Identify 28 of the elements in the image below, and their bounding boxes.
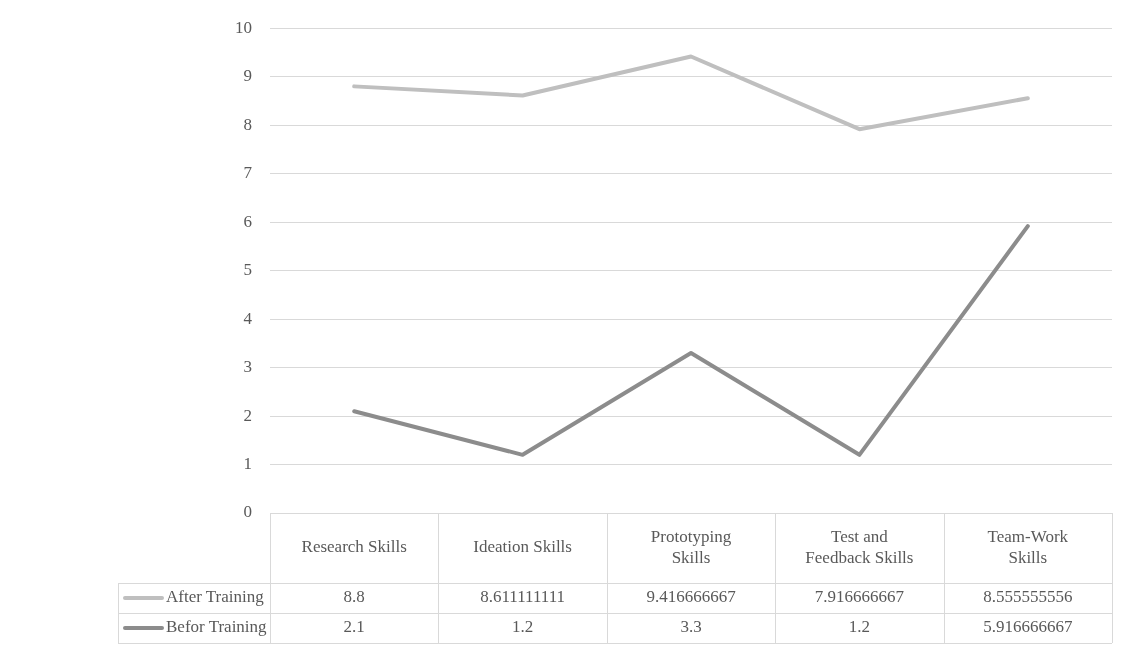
- data-label: 8.611111111: [480, 587, 566, 607]
- legend-label: After Training: [166, 587, 265, 607]
- y-tick-label: 1: [243, 453, 252, 473]
- data-label: 7.916666667: [814, 587, 905, 607]
- y-tick-label: 10: [235, 17, 252, 37]
- x-tick-label: Research Skills: [301, 537, 407, 557]
- x-tick-label: Team-Work Skills: [987, 526, 1069, 567]
- data-label: 2.1: [343, 617, 365, 637]
- y-tick-label: 2: [243, 405, 252, 425]
- data-label: 8.8: [343, 587, 365, 607]
- y-tick-label: 0: [243, 502, 252, 522]
- y-tick-label: 8: [243, 114, 252, 134]
- data-label: 5.916666667: [983, 617, 1073, 637]
- y-tick-label: 3: [243, 357, 252, 377]
- legend-label: Befor Training: [166, 617, 268, 637]
- y-tick-label: 4: [243, 308, 253, 328]
- x-tick-label: Ideation Skills: [473, 537, 572, 557]
- data-label: 3.3: [680, 617, 702, 637]
- y-tick-label: 7: [243, 163, 253, 183]
- y-tick-label: 5: [243, 260, 252, 280]
- data-label: 9.416666667: [646, 587, 737, 607]
- y-tick-label: 6: [243, 211, 252, 231]
- data-label: 1.2: [511, 617, 534, 637]
- x-tick-label: Prototyping Skills: [650, 526, 732, 567]
- x-tick-label: Test and Feedback Skills: [805, 526, 914, 567]
- y-tick-label: 9: [243, 66, 252, 86]
- data-label: 1.2: [848, 617, 871, 637]
- data-label: 8.555555556: [983, 587, 1073, 607]
